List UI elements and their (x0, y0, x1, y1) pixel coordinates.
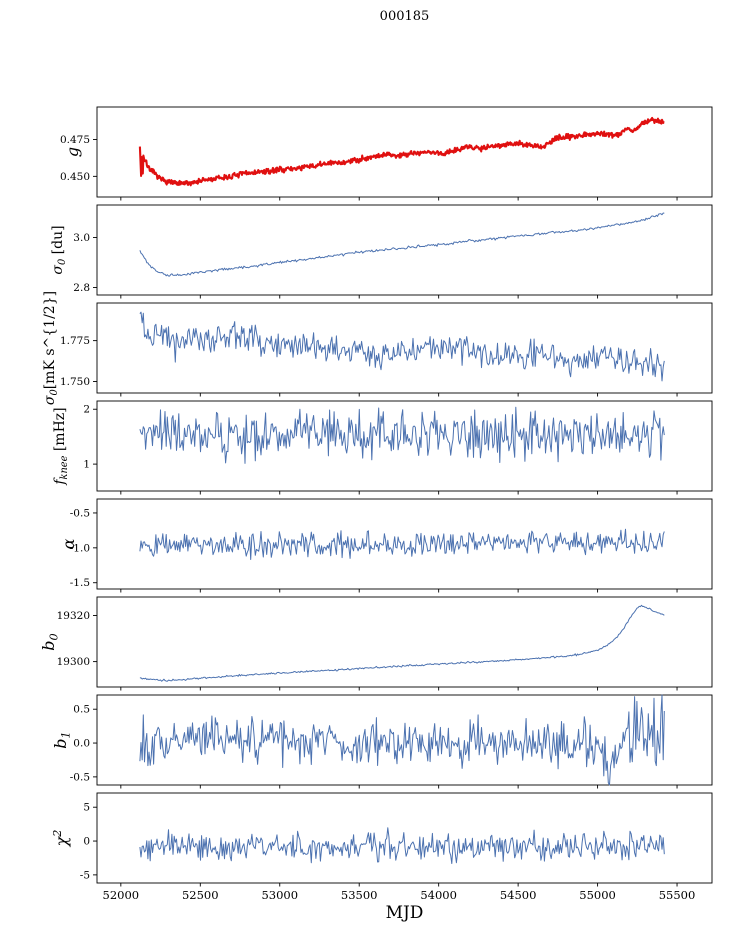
series-f-knee (139, 406, 665, 464)
y-tick-label: 1.750 (60, 376, 90, 388)
y-axis-label-g: g (63, 147, 82, 157)
y-tick-label: 5 (83, 802, 90, 814)
x-tick-label: 52500 (182, 888, 219, 902)
y-axis-label-f-knee: fknee [mHz] (52, 407, 70, 485)
y-tick-label: 0 (83, 836, 90, 848)
y-tick-label: 0.0 (73, 738, 90, 750)
series-alpha (139, 528, 665, 560)
x-tick-label: 52000 (103, 888, 140, 902)
y-axis-label-chi2: χ2 (51, 830, 71, 848)
panel-g: 0.475 0.450 g (60, 106, 713, 201)
x-tick-label: 53500 (341, 888, 378, 902)
y-tick-label: 19320 (57, 610, 90, 622)
series-sigma0-mks (139, 311, 665, 382)
panel-alpha: -0.5 -1.0 -1.5 α (59, 498, 713, 593)
x-tick-label: 54000 (420, 888, 457, 902)
series-b0 (139, 604, 665, 682)
y-tick-label: 0.450 (60, 171, 90, 183)
y-tick-label: 0.5 (73, 704, 90, 716)
y-axis-label-sigma0-mks: σ0[mK s^{1/2}] (42, 291, 60, 405)
y-tick-label: -1.0 (70, 542, 90, 554)
y-axis-label-alpha: α (59, 538, 78, 549)
series-sigma0-du (139, 212, 665, 277)
y-tick-label: 19300 (57, 656, 90, 668)
y-tick-label: 3.0 (73, 232, 90, 244)
series-chi2 (139, 827, 665, 864)
series-g (138, 116, 665, 187)
panel-b0: 19320 19300 b0 (39, 596, 713, 691)
panel-b1: 0.5 0.0 -0.5 b1 (51, 694, 713, 789)
panel-chi2: 5 0 -5 52000 52500 53000 53500 54000 54500 55000 5… (51, 792, 713, 902)
y-tick-label: -0.5 (70, 771, 90, 783)
panel-f-knee: 2 1 fknee [mHz] (52, 400, 713, 495)
y-tick-label: -0.5 (70, 507, 90, 519)
y-tick-label: 1 (83, 459, 90, 471)
x-tick-label: 53000 (261, 888, 298, 902)
series-b1 (139, 694, 665, 786)
y-axis-label-sigma0-du: σ0 [du] (50, 225, 68, 274)
x-tick-label: 55000 (579, 888, 616, 902)
chart-title: 000185 (379, 9, 430, 24)
y-tick-label: 0.475 (60, 134, 90, 146)
y-tick-label: 2 (83, 404, 90, 416)
y-axis-label-b1: b1 (51, 731, 73, 748)
y-axis-label-b0: b0 (39, 633, 61, 650)
y-tick-label: 1.775 (60, 335, 90, 347)
x-tick-label: 54500 (500, 888, 537, 902)
panel-sigma0-du: 3.0 2.8 σ0 [du] (50, 204, 713, 299)
x-tick-label: 55500 (659, 888, 696, 902)
y-tick-label: -5 (80, 869, 90, 881)
x-axis-label: MJD (385, 903, 424, 923)
y-tick-label: 2.8 (73, 282, 90, 294)
y-tick-label: -1.5 (70, 577, 90, 589)
